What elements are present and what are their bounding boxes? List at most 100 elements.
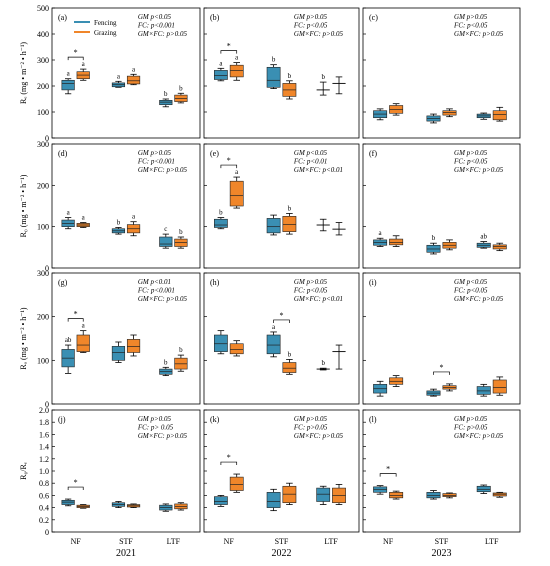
panel-frame [362, 272, 521, 405]
y-tick-label: 100 [37, 356, 49, 365]
fencing-significance-letter: b [219, 209, 223, 217]
panel-frame [203, 409, 360, 533]
y-axis-label: Rₑ (mg • m⁻² • h⁻¹) [19, 42, 28, 104]
grazing-box [492, 110, 507, 121]
grazing-significance-letter: a [235, 54, 239, 62]
significance-star: * [227, 156, 231, 165]
x-tick-label: LTF [324, 537, 338, 546]
y-tick-label: 2.0 [39, 406, 49, 415]
fencing-significance-letter: ab [65, 336, 72, 344]
fencing-significance-letter: b [272, 56, 276, 64]
fencing-box [159, 236, 173, 247]
stats-text: GM×FC: p>0.05 [138, 295, 188, 303]
panel-frame [51, 7, 201, 139]
stats-text: FC: p<0.001 [137, 158, 175, 166]
y-tick-label: 1.4 [39, 443, 49, 452]
grazing-box [282, 216, 297, 232]
fencing-significance-letter: b [164, 90, 168, 98]
fencing-significance-letter: a [67, 70, 71, 78]
stats-text: FC: p<0.05 [453, 158, 488, 166]
significance-bracket [67, 486, 84, 491]
grazing-box [229, 476, 244, 491]
grazing-box [492, 379, 507, 394]
panel-label: (f) [369, 149, 377, 158]
fencing-box [214, 334, 228, 352]
panel-label: (i) [369, 278, 377, 287]
stats-text: GM p>0.05 [294, 13, 328, 21]
fencing-box [214, 218, 228, 228]
grazing-box [229, 64, 244, 78]
x-tick-label: LTF [485, 537, 499, 546]
stats-text: GM p<0.05 [138, 13, 172, 21]
grazing-box [229, 180, 244, 207]
significance-bracket [67, 56, 84, 61]
grazing-box [389, 238, 404, 246]
x-tick-label: STF [275, 537, 289, 546]
fencing-significance-letter: ab [480, 233, 487, 241]
significance-star: * [74, 478, 78, 487]
stats-text: FC: p<0.01 [293, 158, 328, 166]
significance-bracket [220, 461, 238, 466]
grazing-significance-letter: a [132, 65, 136, 73]
stats-text: GM×FC: p>0.05 [138, 30, 188, 38]
fencing-significance-letter: a [67, 209, 71, 217]
fencing-significance-letter: b [321, 359, 325, 367]
y-tick-label: 100 [37, 223, 49, 232]
panel-frame [51, 409, 201, 533]
significance-bracket [67, 318, 84, 322]
grazing-significance-letter: b [179, 346, 183, 354]
stats-text: GM p>0.05 [454, 415, 488, 423]
fencing-box [476, 386, 491, 395]
y-tick-label: 1.8 [39, 418, 49, 427]
significance-bracket [433, 371, 450, 375]
stats-text: FC: p<0.05 [453, 287, 488, 295]
stats-text: FC: p>0.05 [293, 424, 328, 432]
panel-frame [203, 143, 360, 269]
significance-bracket [379, 473, 397, 477]
y-tick-label: 0.2 [39, 516, 49, 525]
legend-fencing-label: Fencing [94, 19, 117, 27]
fencing-box [111, 346, 126, 361]
y-axis-label: Rₐ (mg • m⁻² • h⁻¹) [19, 307, 28, 369]
y-tick-label: 1.6 [39, 430, 49, 439]
panel-frame [203, 7, 360, 139]
y-tick-label: 1.0 [39, 467, 49, 476]
y-tick-label: 400 [37, 30, 49, 39]
stats-text: GM p>0.05 [454, 13, 488, 21]
y-tick-label: 0 [45, 264, 49, 273]
stats-text: GM p>0.05 [294, 278, 328, 286]
stats-text: GM p<0.01 [138, 278, 171, 286]
grazing-box [229, 343, 244, 355]
fencing-significance-letter: b [321, 73, 325, 81]
panel-label: (k) [210, 415, 220, 424]
y-tick-label: 300 [37, 269, 49, 278]
significance-star: * [386, 465, 390, 474]
stats-text: GM p>0.05 [454, 149, 488, 157]
fencing-significance-letter: a [117, 72, 121, 80]
panel-label: (h) [210, 278, 220, 287]
grazing-significance-letter: b [288, 72, 292, 80]
fencing-box [266, 66, 281, 88]
panel-label: (c) [369, 13, 378, 22]
stats-text: FC: p<0.001 [137, 287, 175, 295]
fencing-box [266, 218, 281, 234]
stats-text: FC: p<0.001 [137, 22, 175, 30]
panel-frame [362, 7, 521, 139]
grazing-box [492, 244, 507, 250]
stats-text: GM×FC: p>0.05 [138, 432, 188, 440]
grazing-box [76, 334, 90, 352]
y-tick-label: 0.8 [39, 479, 49, 488]
stats-text: FC: p<0.05 [293, 287, 328, 295]
year-label: 2021 [116, 548, 136, 559]
significance-bracket [273, 319, 290, 323]
y-axis-label: R₀/Rₑ [19, 462, 28, 480]
stats-text: GM×FC: p<0.01 [294, 166, 343, 174]
stats-text: GM×FC: p<0.01 [294, 295, 343, 303]
fencing-significance-letter: a [272, 323, 276, 331]
y-tick-label: 200 [37, 82, 49, 91]
stats-text: GM×FC: p>0.05 [454, 166, 504, 174]
fencing-box [266, 334, 281, 355]
grazing-significance-letter: b [288, 350, 292, 358]
grazing-box [126, 75, 141, 85]
